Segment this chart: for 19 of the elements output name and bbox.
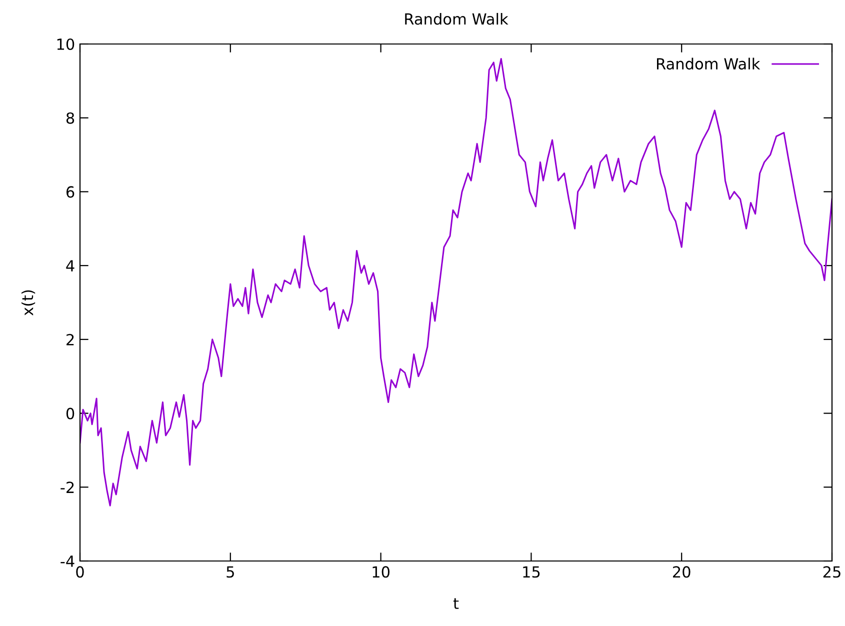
y-axis-title: x(t) (21, 290, 36, 316)
y-tick-label: 10 (57, 38, 74, 50)
y-tick-label: 0 (66, 408, 74, 420)
chart-title: Random Walk (405, 12, 508, 25)
x-tick-label: 0 (76, 566, 84, 578)
x-tick-label: 10 (372, 566, 390, 578)
legend-label: Random Walk (657, 58, 760, 70)
x-axis-title: t (453, 598, 459, 609)
y-tick-label: 2 (66, 334, 74, 346)
x-tick-label: 5 (226, 566, 234, 578)
line-series (80, 58, 832, 506)
y-tick-label: -4 (60, 556, 74, 567)
y-tick-label: 8 (66, 112, 74, 124)
y-tick-label: -2 (60, 482, 74, 493)
x-tick-label: 20 (673, 566, 690, 578)
y-tick-label: 6 (66, 186, 74, 198)
x-tick-label: 25 (823, 566, 840, 578)
x-tick-label: 15 (523, 566, 540, 578)
y-tick-label: 4 (66, 260, 74, 272)
